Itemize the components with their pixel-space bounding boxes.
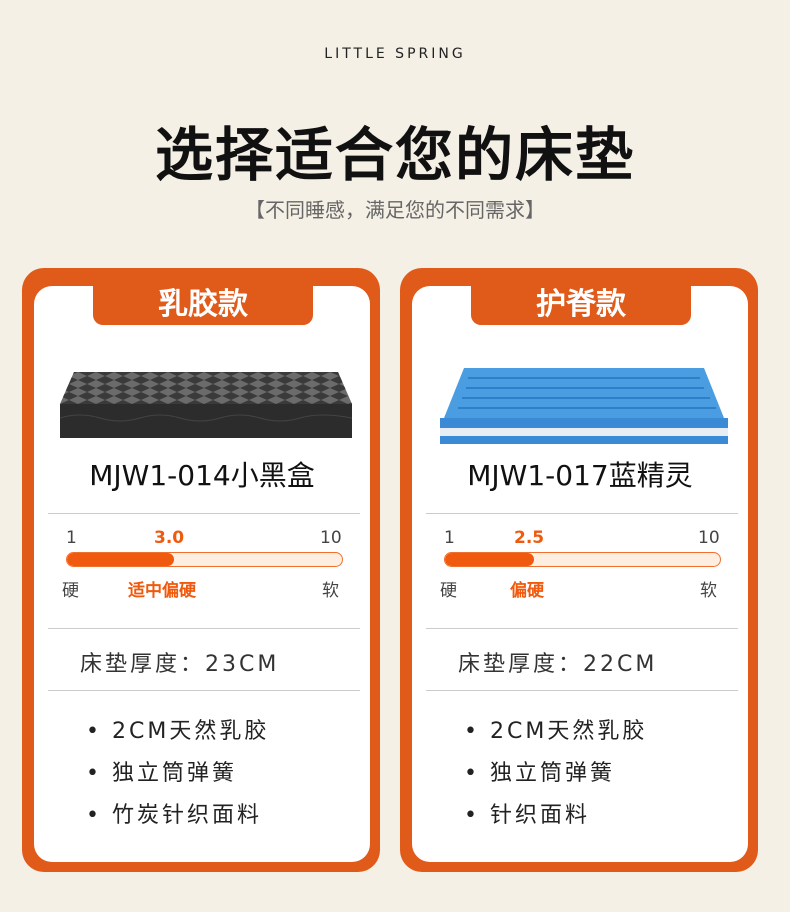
product-card[interactable]: 乳胶款 MJW1-014小黑盒 1 3.0 10 硬 适中偏硬 软 床垫厚度：2… — [22, 268, 380, 872]
feature-text: 独立筒弹簧 — [111, 761, 237, 786]
feature-item: • 竹炭针织面料 — [86, 803, 262, 828]
hard-label: 硬 — [62, 581, 79, 601]
feature-text: 独立筒弹簧 — [489, 761, 615, 786]
soft-label: 软 — [700, 581, 717, 601]
hard-label: 硬 — [440, 581, 457, 601]
feature-text: 针织面料 — [489, 803, 590, 828]
feature-item: • 独立筒弹簧 — [464, 761, 615, 786]
card-tab-label: 护脊款 — [471, 286, 691, 325]
feature-item: • 针织面料 — [464, 803, 590, 828]
mattress-image — [60, 372, 352, 438]
scale-max: 10 — [320, 528, 342, 548]
scale-max: 10 — [698, 528, 720, 548]
firmness-value: 2.5 — [514, 528, 545, 548]
feature-text: 竹炭针织面料 — [111, 803, 262, 828]
divider — [48, 513, 360, 514]
firmness-value: 3.0 — [154, 528, 185, 548]
product-card[interactable]: 护脊款 MJW1-017蓝精灵 1 2.5 10 硬 偏硬 软 床垫厚度：22C… — [400, 268, 758, 872]
card-body: 护脊款 MJW1-017蓝精灵 1 2.5 10 硬 偏硬 软 床垫厚度：22C… — [412, 286, 748, 862]
page-subtitle: 【不同睡感，满足您的不同需求】 — [245, 198, 545, 222]
firmness-bar — [444, 552, 721, 567]
feature-text: 2CM天然乳胶 — [489, 719, 648, 744]
card-tab-label: 乳胶款 — [93, 286, 313, 325]
page-title: 选择适合您的床垫 — [154, 121, 635, 189]
card-body: 乳胶款 MJW1-014小黑盒 1 3.0 10 硬 适中偏硬 软 床垫厚度：2… — [34, 286, 370, 862]
brand-name: LITTLE SPRING — [324, 46, 466, 62]
model-name: MJW1-014小黑盒 — [89, 459, 315, 492]
thickness: 床垫厚度：23CM — [80, 652, 280, 677]
soft-label: 软 — [322, 581, 339, 601]
divider — [48, 628, 360, 629]
feature-item: • 独立筒弹簧 — [86, 761, 237, 786]
model-name: MJW1-017蓝精灵 — [467, 459, 693, 492]
firmness-rating: 适中偏硬 — [128, 581, 196, 601]
scale-min: 1 — [66, 528, 77, 548]
feature-item: • 2CM天然乳胶 — [86, 719, 270, 744]
firmness-fill — [67, 553, 175, 566]
divider — [426, 513, 738, 514]
divider — [48, 690, 360, 691]
firmness-fill — [445, 553, 535, 566]
firmness-bar — [66, 552, 343, 567]
thickness: 床垫厚度：22CM — [458, 652, 658, 677]
mattress-image — [440, 368, 728, 444]
divider — [426, 690, 738, 691]
feature-text: 2CM天然乳胶 — [111, 719, 270, 744]
firmness-rating: 偏硬 — [510, 581, 544, 601]
feature-item: • 2CM天然乳胶 — [464, 719, 648, 744]
divider — [426, 628, 738, 629]
scale-min: 1 — [444, 528, 455, 548]
